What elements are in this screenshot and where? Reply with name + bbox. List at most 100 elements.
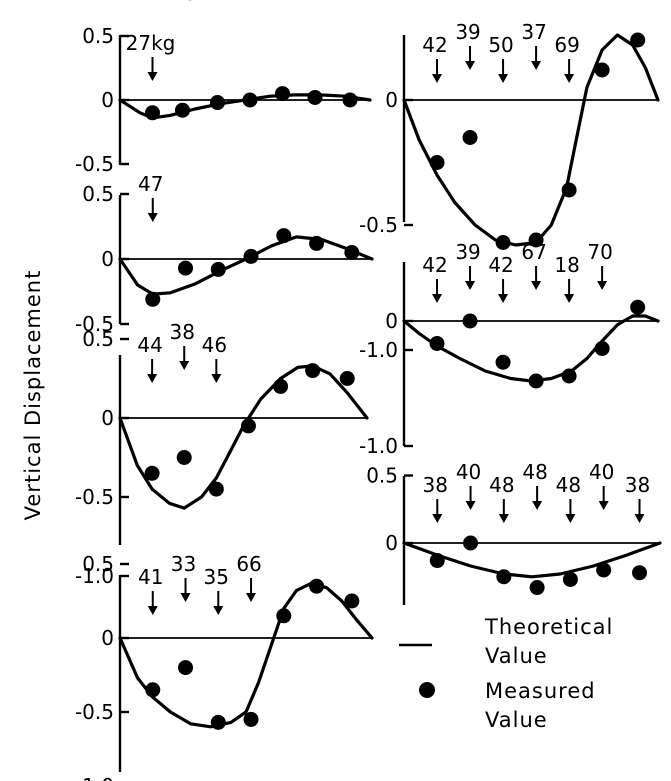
y-tick-label: -0.5 — [75, 152, 114, 176]
measured-point — [429, 155, 445, 170]
panel-p3: 0.5 0 -0.5 -1.0 44 38 46 — [75, 320, 369, 588]
y-tick-label: -1.0 — [75, 774, 114, 781]
load-label: 38 — [169, 320, 194, 344]
load-arrow-head — [597, 281, 608, 290]
y-tick-label: 0.5 — [82, 24, 114, 48]
load-arrow-head — [147, 213, 158, 222]
load-arrow-head — [432, 74, 443, 83]
load-arrow-head — [564, 74, 575, 83]
measured-point — [145, 682, 161, 698]
measured-point — [243, 248, 259, 264]
y-tick-label: 0 — [385, 88, 398, 112]
load-label: 26 — [171, 0, 196, 5]
panel-p2: 0.5 0 -0.5 47 26 — [75, 0, 374, 336]
y-tick-label: 0.5 — [366, 464, 398, 488]
measured-point — [307, 89, 323, 105]
y-tick-label: 0 — [385, 309, 398, 333]
load-label: 70 — [587, 240, 612, 264]
load-arrow-head — [565, 514, 576, 523]
measured-point — [178, 260, 194, 276]
load-label: 42 — [422, 253, 447, 277]
theoretical-curve — [402, 314, 660, 383]
load-label: 27kg — [126, 31, 176, 55]
y-tick-label: 0 — [101, 626, 114, 650]
measured-point — [594, 62, 610, 78]
measured-point — [309, 578, 325, 594]
panel-p4: 0.5 0 -0.5 -1.0 41 33 35 66 — [75, 552, 374, 781]
legend-measured-swatch — [419, 682, 435, 698]
load-label: 50 — [488, 33, 513, 57]
y-tick-label: 0.5 — [82, 327, 114, 351]
load-label: 41 — [138, 565, 163, 589]
measured-point — [144, 465, 160, 481]
load-arrow-head — [147, 606, 158, 615]
load-arrow-head — [147, 374, 158, 383]
legend: Theoretical Value Measured Value — [399, 615, 612, 732]
load-label: 37 — [521, 20, 546, 44]
measured-point — [562, 571, 578, 587]
load-label: 42 — [422, 33, 447, 57]
legend-measured-label: Measured — [485, 679, 596, 703]
load-arrow-head — [211, 374, 222, 383]
measured-point — [145, 291, 161, 307]
y-tick-label: -0.5 — [359, 213, 398, 237]
load-label: 33 — [171, 552, 196, 576]
panel-p7: 0.5 0 38 40 48 48 48 40 38 — [366, 460, 662, 605]
measured-point — [529, 580, 545, 596]
y-axis-label: Vertical Displacement — [21, 270, 45, 521]
y-tick-label: 0 — [101, 88, 114, 112]
theoretical-curve — [118, 235, 374, 296]
load-arrow-head — [465, 281, 476, 290]
legend-measured-label-line2: Value — [485, 708, 548, 732]
load-arrow-head — [465, 501, 476, 510]
load-label: 40 — [589, 460, 614, 484]
measured-point — [276, 608, 292, 624]
load-label: 38 — [625, 473, 650, 497]
measured-point — [528, 373, 544, 389]
measured-point — [208, 481, 224, 497]
y-tick-label: 0.5 — [82, 182, 114, 206]
y-tick-label: 0 — [101, 406, 114, 430]
load-arrow-head — [498, 74, 509, 83]
load-arrow-head — [634, 514, 645, 523]
load-arrow-head — [213, 606, 224, 615]
measured-point — [630, 32, 646, 48]
measured-point — [630, 299, 646, 315]
load-label: 39 — [455, 240, 480, 264]
measured-point — [210, 714, 226, 730]
theoretical-curve — [402, 33, 660, 247]
measured-point — [594, 341, 610, 356]
load-arrow-head — [246, 593, 257, 602]
load-arrow-head — [465, 61, 476, 70]
load-label: 69 — [554, 33, 579, 57]
measured-point — [561, 182, 577, 198]
panel-p1: 0.5 0 -0.5 27kg — [75, 24, 372, 176]
load-label: 35 — [204, 565, 229, 589]
load-arrow-head — [564, 294, 575, 303]
measured-point — [305, 363, 321, 379]
measured-point — [309, 235, 325, 251]
measured-point — [462, 130, 478, 145]
measured-point — [275, 86, 290, 102]
y-tick-label: -1.0 — [75, 564, 114, 588]
measured-point — [495, 354, 511, 370]
measured-point — [145, 105, 160, 121]
load-label: 47 — [138, 172, 163, 196]
y-tick-label: -0.5 — [75, 312, 114, 336]
load-label: 42 — [488, 253, 513, 277]
load-label: 48 — [522, 460, 547, 484]
panel-p6: 0 -1.0 42 39 42 67 18 70 — [359, 240, 660, 458]
load-label: 48 — [556, 473, 581, 497]
measured-point — [528, 232, 544, 248]
y-tick-label: -0.5 — [75, 485, 114, 509]
load-arrow-head — [531, 281, 542, 290]
load-label: 48 — [489, 473, 514, 497]
theoretical-curve — [118, 581, 374, 729]
measured-point — [210, 95, 225, 111]
measured-point — [240, 418, 256, 434]
measured-point — [344, 593, 360, 609]
measured-point — [242, 92, 258, 108]
measured-point — [339, 371, 355, 386]
